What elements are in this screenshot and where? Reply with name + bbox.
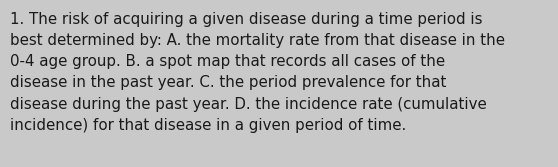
Text: 1. The risk of acquiring a given disease during a time period is
best determined: 1. The risk of acquiring a given disease…: [10, 12, 505, 133]
